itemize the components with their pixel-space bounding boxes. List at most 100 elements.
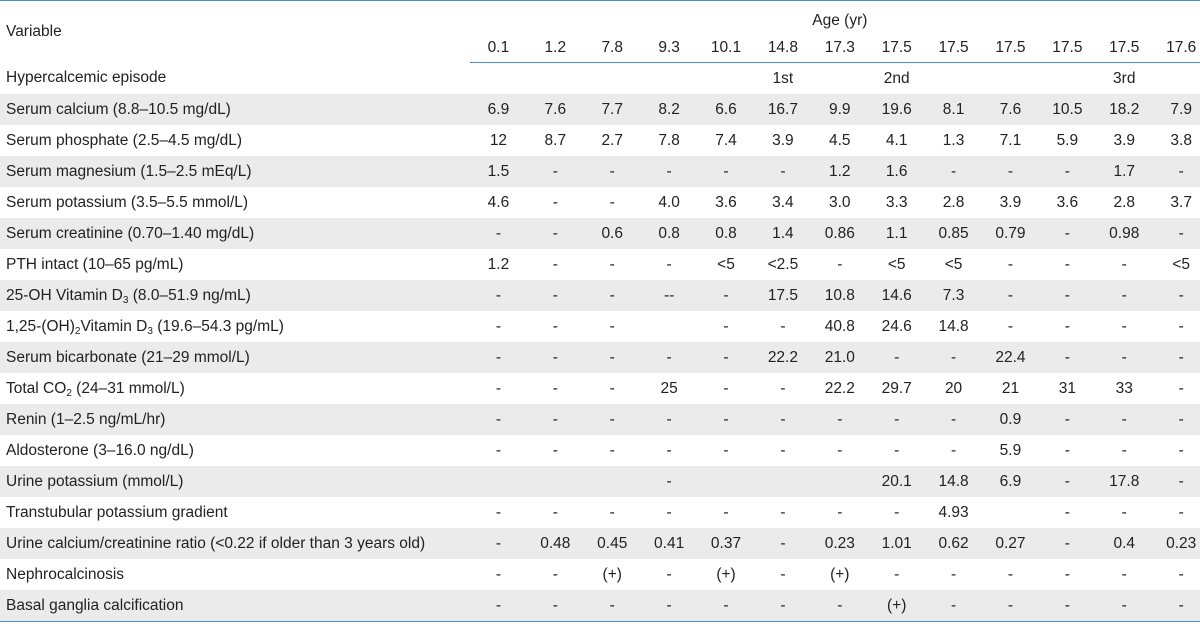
value-cell [526,466,584,497]
value-cell: 25 [660,379,678,397]
value-cell: 0.86 [811,218,869,249]
value-cell [470,466,527,497]
value-cell: - [1007,255,1014,273]
value-cell [754,466,812,497]
value-cell: - [495,441,502,459]
row-label-text: Urine calcium/creatinine ratio (<0.22 if… [6,534,426,552]
value-cell: - [925,404,983,435]
value-cell: 0.23 [811,528,869,559]
value-cell: - [1152,466,1200,497]
row-label-text: Aldosterone (3–16.0 ng/dL) [6,441,194,459]
value-cell: 10.5 [1038,94,1096,125]
value-cell: - [470,218,527,249]
value-cell: - [640,404,698,435]
value-cell: - [552,565,558,583]
row-label-text: Serum potassium (3.5–5.5 mmol/L) [6,193,249,211]
value-cell: - [552,255,558,273]
age-column-header: 14.8 [754,33,812,63]
value-cell: - [868,342,926,373]
value-cell: - [640,342,698,373]
value-cell: 14.8 [925,466,983,497]
value-cell: - [1038,342,1096,373]
value-cell: 3.0 [829,193,851,211]
value-cell: 3.4 [772,193,794,211]
value-cell: - [470,528,527,559]
value-cell [583,466,641,497]
value-cell: <5 [944,255,963,273]
value-cell: - [609,441,615,459]
age-column-header: 0.1 [470,33,527,63]
value-cell: 6.6 [697,94,755,125]
value-cell: - [583,280,641,311]
table-row: Serum magnesium (1.5–2.5 mEq/L) 1.5- - - - -1… [0,156,1200,187]
table-row: Serum calcium (8.8–10.5 mg/dL) 6.9 7.6 7.7 8… [0,94,1200,125]
value-cell: 4.0 [658,193,680,211]
age-column-header: 17.5 [982,33,1039,63]
table-row: Urine calcium/creatinine ratio (<0.22 if… [0,528,1200,559]
value-cell: 7.7 [583,94,641,125]
value-cell: - [1121,565,1127,583]
age-column-header: 7.8 [583,33,641,63]
value-cell: 1.2 [811,156,869,187]
value-cell: - [526,156,584,187]
value-cell: 10.8 [811,280,869,311]
value-cell: - [1038,218,1096,249]
value-cell: 29.7 [881,379,912,397]
value-cell: 3.7 [1170,193,1192,211]
value-cell: - [1121,441,1127,459]
value-cell: - [950,441,957,459]
table-row: 1,25-(OH)2Vitamin D3 (19.6–54.3 pg/mL) - -… [0,311,1200,342]
value-cell: 0.45 [583,528,641,559]
value-cell: - [1152,404,1200,435]
value-cell: 5.9 [999,441,1022,459]
header-row-ages: 0.1 1.2 7.8 9.3 10.1 14.8 17.3 17.5 17.5 17.5 17.5… [0,33,1200,63]
value-cell: - [583,404,641,435]
row-label: Hypercalcemic episode [0,63,470,95]
value-cell: - [811,404,869,435]
value-cell: - [1152,590,1200,622]
row-label-text: Vitamin D [80,317,148,335]
value-cell: - [1095,280,1153,311]
row-label: Serum phosphate (2.5–4.5 mg/dL) [0,125,470,156]
value-cell: - [754,156,812,187]
value-cell: - [1038,404,1096,435]
value-cell: - [1178,441,1184,459]
age-column-header: 17.5 [1038,33,1096,63]
row-label-text: PTH intact (10–65 pg/mL) [6,255,184,273]
value-cell: (+) [716,565,736,583]
table-row: 25-OH Vitamin D3 (8.0–51.9 ng/mL) - - - -- -1… [0,280,1200,311]
table-header: Variable Age (yr) 0.1 1.2 7.8 9.3 10.1 14.8 17… [0,0,1200,63]
value-cell: - [583,590,641,622]
value-cell: 7.9 [1152,94,1200,125]
value-cell: - [925,342,983,373]
value-cell: 22.4 [982,342,1039,373]
age-column-header: 17.3 [811,33,869,63]
value-cell: - [1038,466,1096,497]
value-cell: 20 [944,379,963,397]
value-cell: - [1152,156,1200,187]
value-cell: 17.8 [1095,466,1153,497]
value-cell: - [495,503,502,521]
value-cell: 14.8 [938,317,969,335]
value-cell: 1.01 [868,528,926,559]
value-cell: 0.62 [925,528,983,559]
value-cell [641,63,698,95]
value-cell: - [723,379,729,397]
row-label-text: (24–31 mmol/L) [71,379,185,397]
value-cell: 6.9 [982,466,1039,497]
value-cell: - [1064,441,1070,459]
value-cell: - [1152,342,1200,373]
value-cell: 40.8 [824,317,855,335]
value-cell: 24.6 [881,317,912,335]
value-cell: - [495,379,502,397]
value-cell: - [666,565,672,583]
table-row: Hypercalcemic episode 1st 2nd 3rd [0,63,1200,95]
value-cell: <2.5 [767,255,799,273]
age-column-header: 1.2 [526,33,584,63]
value-cell: - [1038,280,1096,311]
row-label-text: Hypercalcemic episode [6,69,167,87]
row-label: Aldosterone (3–16.0 ng/dL) [0,435,470,466]
value-cell: 0.8 [640,218,698,249]
table-row: Serum potassium (3.5–5.5 mmol/L) 4.6 - - 4.0… [0,187,1200,218]
value-cell: 1.5 [470,156,527,187]
